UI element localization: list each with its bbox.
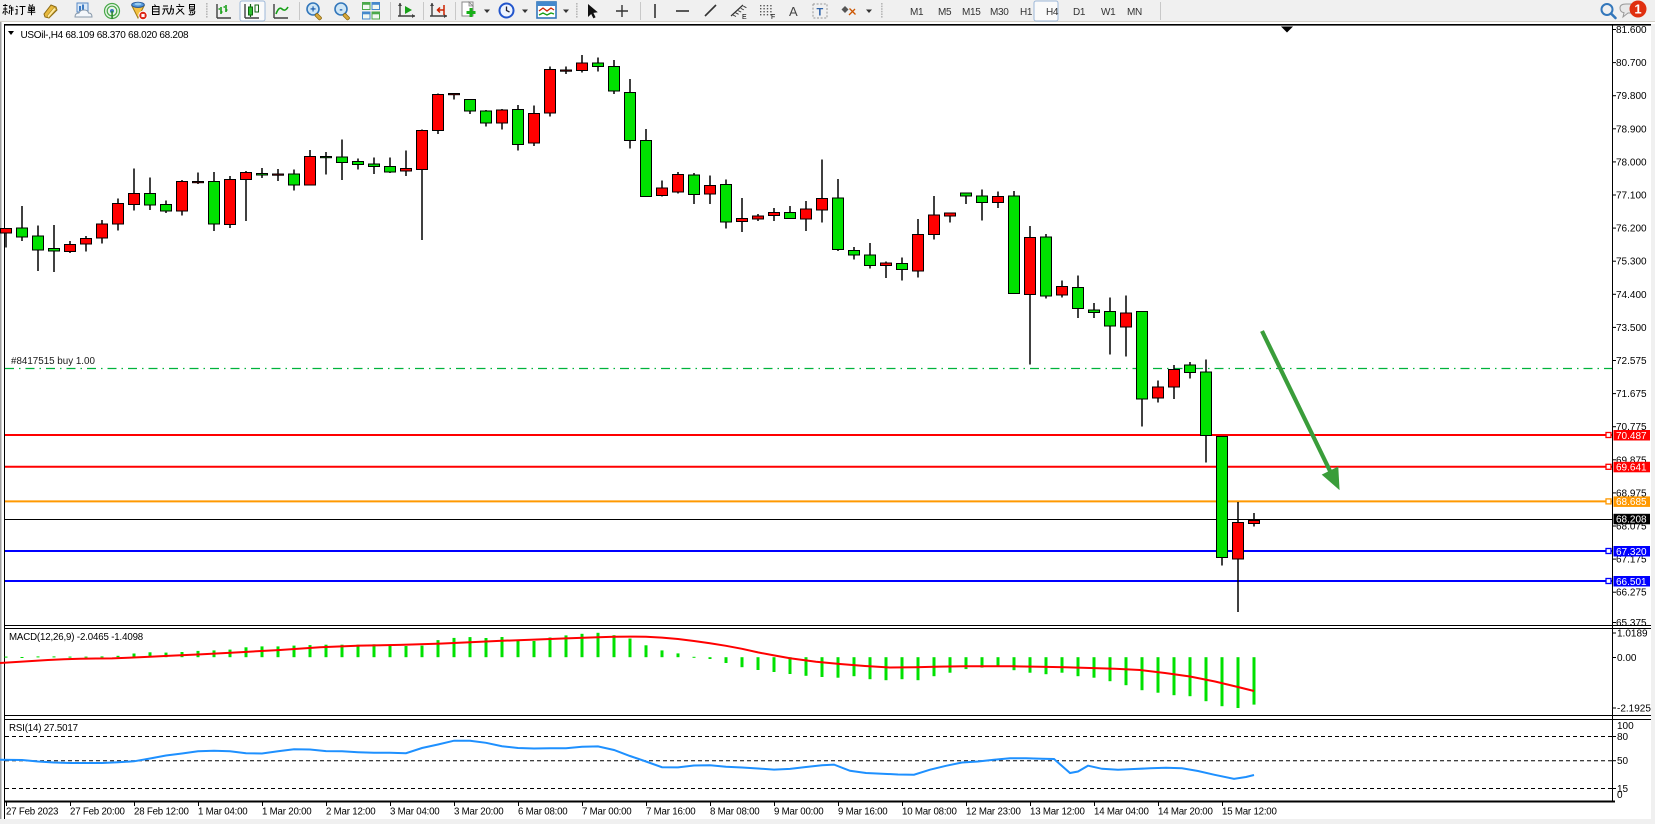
svg-text:M5: M5: [938, 7, 952, 18]
svg-text:#8417515 buy 1.00: #8417515 buy 1.00: [11, 356, 95, 367]
svg-text:67.175: 67.175: [1616, 555, 1647, 566]
svg-text:D1: D1: [1073, 7, 1086, 18]
svg-text:100: 100: [1617, 721, 1634, 732]
svg-text:MN: MN: [1127, 7, 1142, 18]
svg-text:68.975: 68.975: [1616, 488, 1647, 499]
svg-text:67.320: 67.320: [1616, 547, 1647, 558]
svg-text:10 Mar 08:00: 10 Mar 08:00: [902, 807, 957, 818]
svg-text:H1: H1: [1020, 7, 1033, 18]
svg-text:80.700: 80.700: [1616, 58, 1647, 69]
svg-text:RSI(14) 27.5017: RSI(14) 27.5017: [9, 723, 78, 734]
svg-text:1 Mar 04:00: 1 Mar 04:00: [198, 807, 248, 818]
svg-text:M30: M30: [990, 7, 1009, 18]
svg-text:12 Mar 23:00: 12 Mar 23:00: [966, 807, 1021, 818]
svg-text:81.600: 81.600: [1616, 25, 1647, 36]
svg-text:66.501: 66.501: [1616, 577, 1647, 588]
svg-text:68.685: 68.685: [1616, 497, 1647, 508]
svg-text:7 Mar 00:00: 7 Mar 00:00: [582, 807, 632, 818]
svg-text:F: F: [771, 14, 775, 21]
svg-text:9 Mar 00:00: 9 Mar 00:00: [774, 807, 824, 818]
svg-text:69.875: 69.875: [1616, 455, 1647, 466]
svg-text:73.500: 73.500: [1616, 323, 1647, 334]
svg-text:1.0189: 1.0189: [1617, 629, 1648, 640]
svg-text:78.900: 78.900: [1616, 124, 1647, 135]
svg-text:77.100: 77.100: [1616, 191, 1647, 202]
svg-text:68.208: 68.208: [1616, 515, 1647, 526]
svg-text:A: A: [789, 4, 798, 19]
svg-text:3 Mar 04:00: 3 Mar 04:00: [390, 807, 440, 818]
svg-text:8 Mar 08:00: 8 Mar 08:00: [710, 807, 760, 818]
svg-text:69.641: 69.641: [1616, 463, 1647, 474]
svg-text:0.00: 0.00: [1617, 653, 1637, 664]
svg-text:65.375: 65.375: [1616, 618, 1647, 629]
svg-text:13 Mar 12:00: 13 Mar 12:00: [1030, 807, 1085, 818]
svg-text:W1: W1: [1101, 7, 1116, 18]
svg-text:H4: H4: [1046, 7, 1059, 18]
svg-text:66.275: 66.275: [1616, 588, 1647, 599]
svg-text:15 Mar 12:00: 15 Mar 12:00: [1222, 807, 1277, 818]
svg-text:0: 0: [1617, 790, 1623, 801]
svg-text:M1: M1: [910, 7, 924, 18]
svg-text:28 Feb 12:00: 28 Feb 12:00: [134, 807, 190, 818]
svg-text:T: T: [817, 7, 824, 19]
svg-text:15: 15: [1617, 784, 1629, 795]
svg-text:70.487: 70.487: [1616, 431, 1647, 442]
svg-text:76.200: 76.200: [1616, 224, 1647, 235]
svg-text:50: 50: [1617, 756, 1629, 767]
svg-text:78.000: 78.000: [1616, 157, 1647, 168]
svg-text:M15: M15: [962, 7, 981, 18]
svg-text:7 Mar 16:00: 7 Mar 16:00: [646, 807, 696, 818]
svg-text:80: 80: [1617, 732, 1629, 743]
svg-text:E: E: [742, 14, 747, 21]
svg-text:27 Feb 2023: 27 Feb 2023: [6, 807, 58, 818]
svg-text:3 Mar 20:00: 3 Mar 20:00: [454, 807, 504, 818]
svg-text:14 Mar 04:00: 14 Mar 04:00: [1094, 807, 1149, 818]
svg-text:6 Mar 08:00: 6 Mar 08:00: [518, 807, 568, 818]
svg-text:MACD(12,26,9) -2.0465 -1.4098: MACD(12,26,9) -2.0465 -1.4098: [9, 632, 143, 643]
svg-text:68.075: 68.075: [1616, 522, 1647, 533]
svg-text:79.800: 79.800: [1616, 91, 1647, 102]
svg-text:2 Mar 12:00: 2 Mar 12:00: [326, 807, 376, 818]
svg-text:1: 1: [1634, 2, 1641, 17]
svg-text:-2.1925: -2.1925: [1617, 704, 1651, 715]
svg-text:14 Mar 20:00: 14 Mar 20:00: [1158, 807, 1213, 818]
svg-text:+: +: [310, 5, 316, 16]
svg-text:USOil-,H4 68.109 68.370 68.02: USOil-,H4 68.109 68.370 68.020 68.208: [21, 30, 189, 41]
svg-text:75.300: 75.300: [1616, 257, 1647, 268]
svg-text:71.675: 71.675: [1616, 389, 1647, 400]
svg-text:27 Feb 20:00: 27 Feb 20:00: [70, 807, 126, 818]
svg-text:1 Mar 20:00: 1 Mar 20:00: [262, 807, 312, 818]
svg-text:9 Mar 16:00: 9 Mar 16:00: [838, 807, 888, 818]
svg-text:70.775: 70.775: [1616, 422, 1647, 433]
svg-text:-: -: [339, 5, 342, 16]
svg-text:72.575: 72.575: [1616, 356, 1647, 367]
svg-text:74.400: 74.400: [1616, 290, 1647, 301]
